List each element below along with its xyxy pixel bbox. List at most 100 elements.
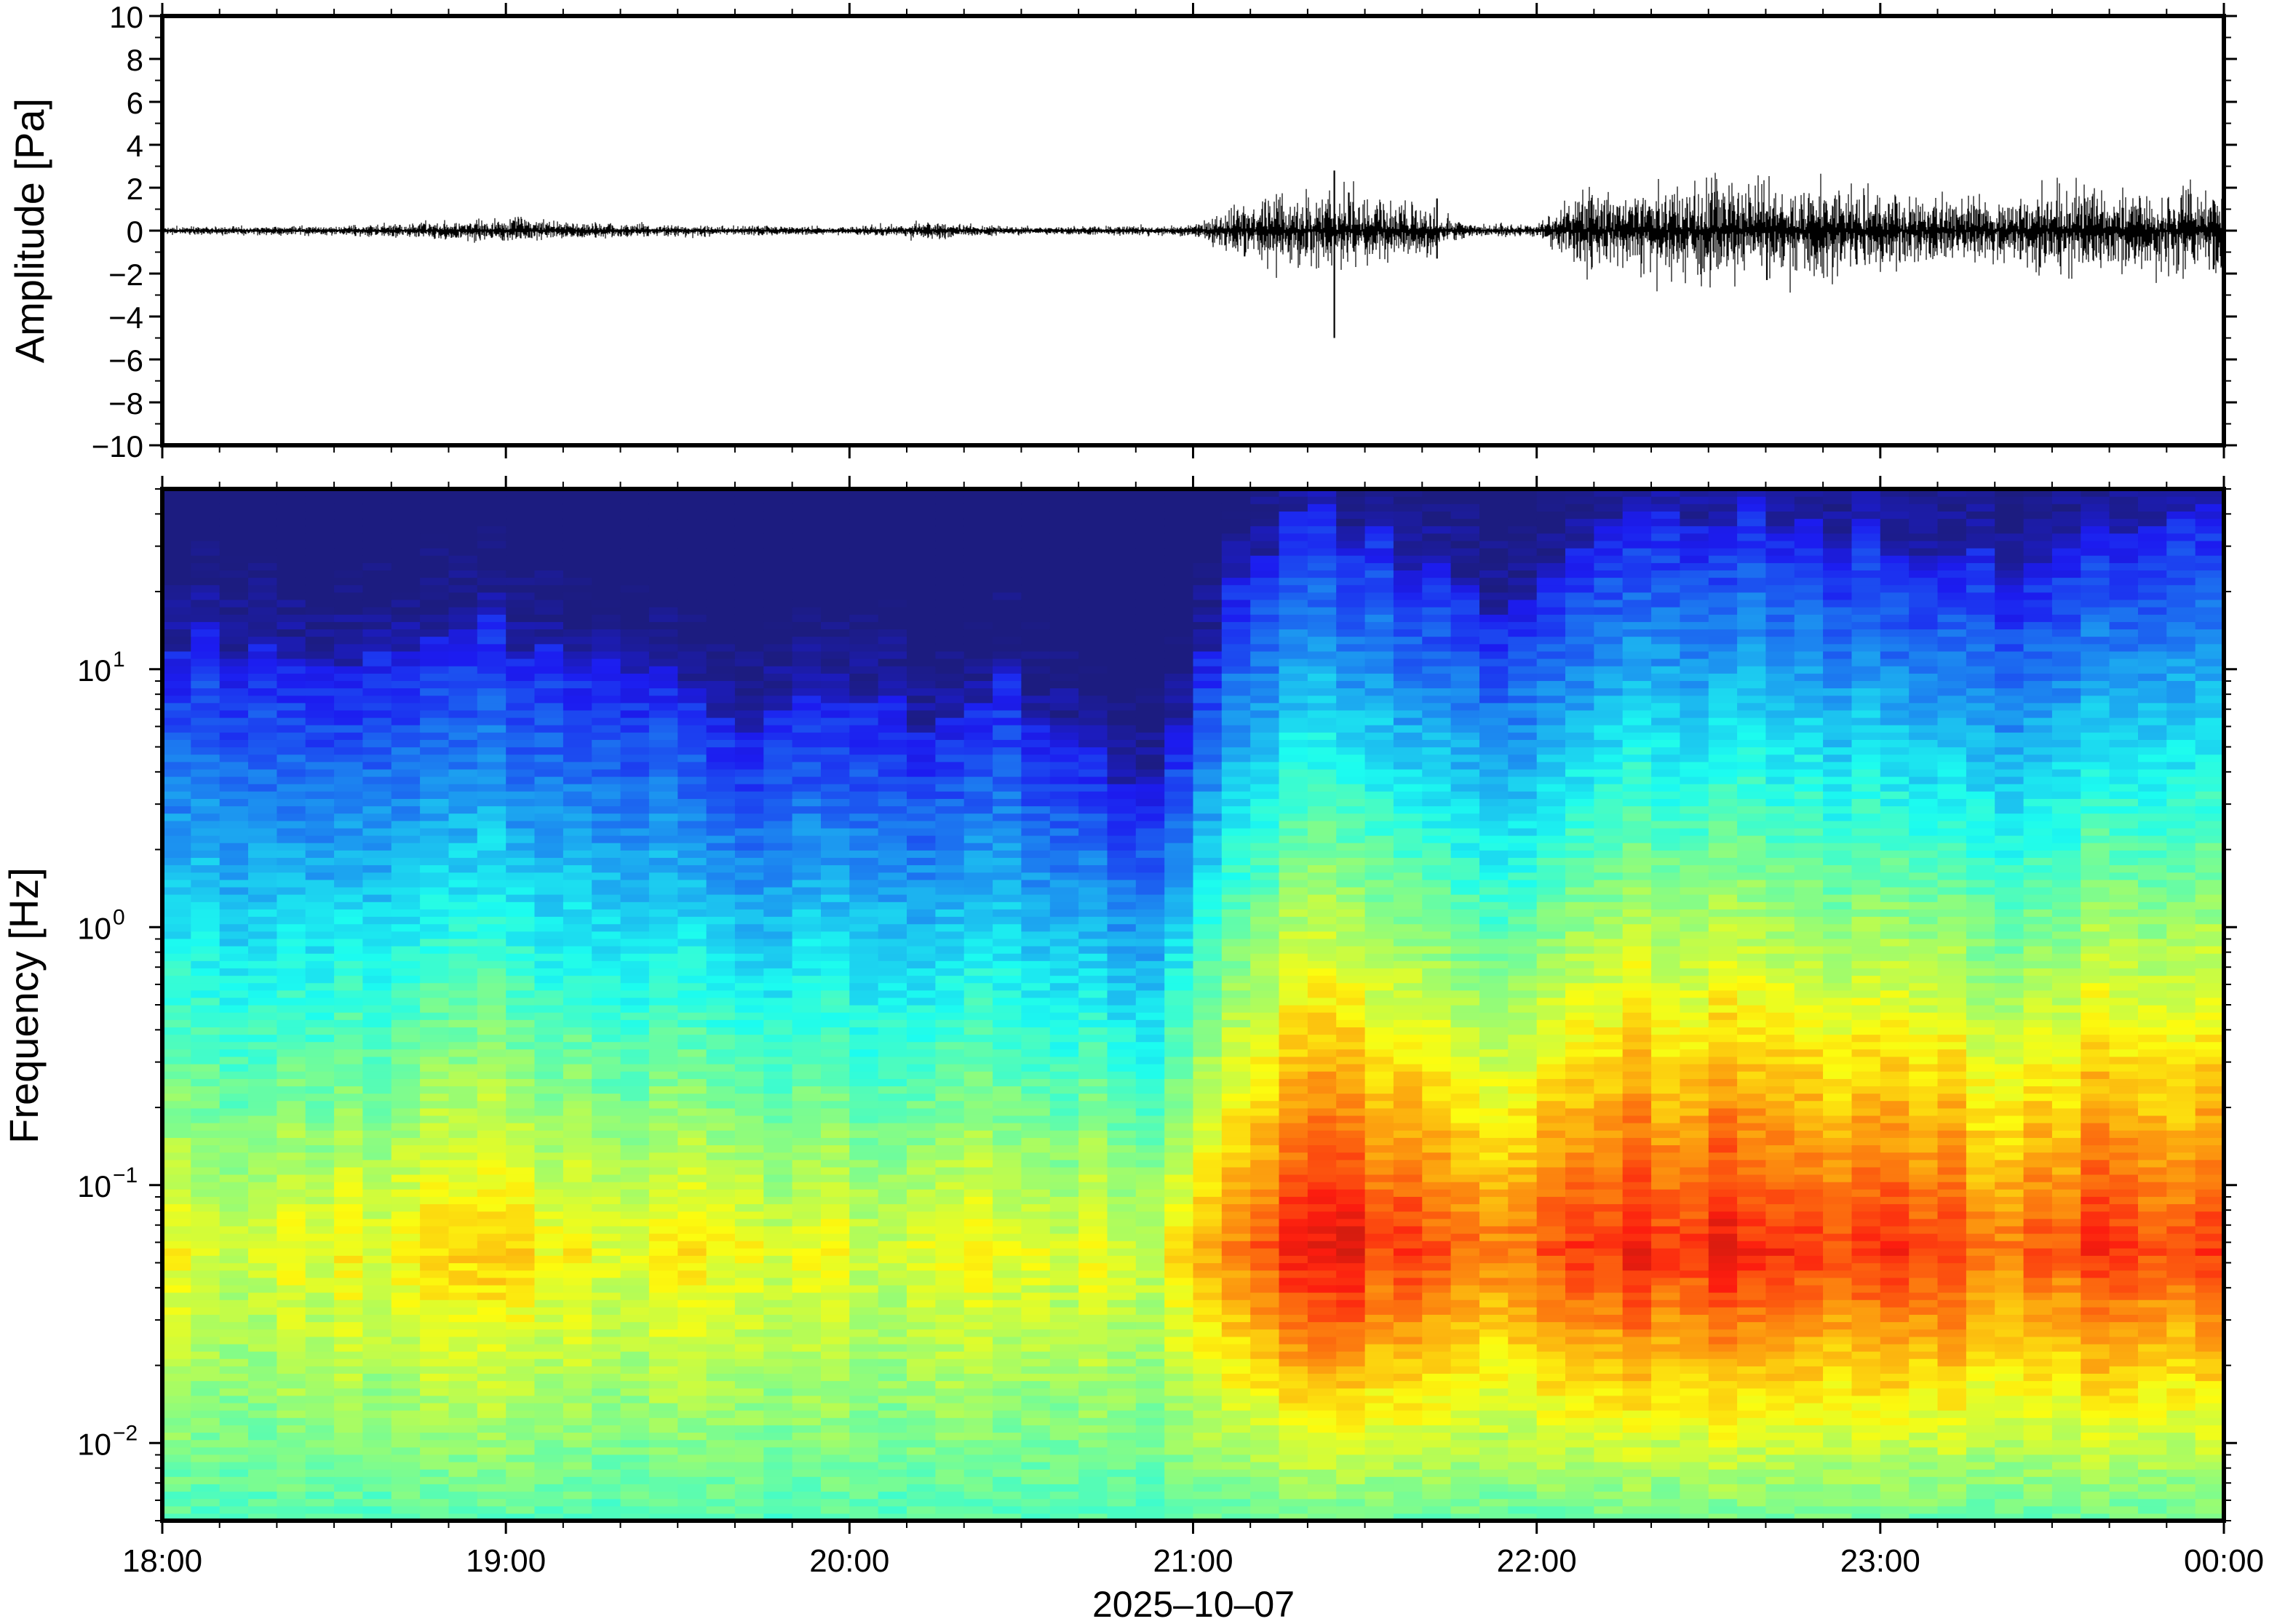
spectrogram-cell	[878, 1476, 907, 1484]
spectrogram-cell	[305, 901, 335, 909]
spectrogram-cell	[191, 1137, 220, 1146]
spectrogram-cell	[677, 695, 707, 704]
spectrogram-cell	[1049, 503, 1079, 512]
spectrogram-cell	[1107, 997, 1137, 1006]
spectrogram-cell	[277, 805, 306, 814]
spectrogram-cell	[534, 813, 564, 821]
spectrogram-cell	[191, 1432, 220, 1441]
spectrogram-cell	[792, 1498, 822, 1507]
spectrogram-cell	[677, 1321, 707, 1330]
spectrogram-cell	[821, 1078, 850, 1087]
spectrogram-cell	[477, 570, 506, 578]
spectrogram-cell	[1021, 1123, 1051, 1131]
spectrogram-cell	[907, 1366, 936, 1374]
spectrogram-cell	[334, 702, 363, 711]
spectrogram-cell	[993, 1336, 1022, 1345]
spectrogram-cell	[334, 1203, 363, 1212]
spectrogram-cell	[391, 1048, 421, 1057]
spectrogram-cell	[878, 717, 907, 725]
spectrogram-cell	[963, 997, 993, 1006]
spectrogram-cell	[162, 1107, 191, 1116]
spectrogram-cell	[477, 592, 506, 600]
spectrogram-cell	[706, 658, 736, 666]
spectrogram-cell	[963, 768, 993, 777]
spectrogram-cell	[1107, 688, 1137, 696]
spectrogram-cell	[506, 1314, 536, 1323]
spectrogram-cell	[391, 1182, 421, 1190]
spectrogram-cell	[792, 901, 822, 909]
spectrogram-cell	[1078, 1005, 1108, 1013]
spectrogram-cell	[563, 784, 592, 792]
spectrogram-cell	[277, 1395, 306, 1404]
spectrogram-cell	[734, 901, 764, 909]
spectrogram-cell	[534, 607, 564, 615]
spectrogram-cell	[162, 886, 191, 895]
spectrogram-cell	[477, 747, 506, 755]
spectrogram-cell	[305, 843, 335, 851]
spectrogram-cell	[878, 680, 907, 689]
spectrogram-cell	[191, 629, 220, 637]
spectrogram-cell	[763, 1093, 793, 1102]
spectrogram-cell	[362, 1462, 392, 1470]
spectrogram-cell	[1135, 1255, 1165, 1264]
spectrogram-cell	[792, 953, 822, 961]
spectrogram-cell	[448, 702, 478, 711]
spectrogram-cell	[534, 761, 564, 770]
spectrogram-cell	[792, 1019, 822, 1028]
spectrogram-cell	[305, 1462, 335, 1470]
spectrogram-cell	[935, 1336, 965, 1345]
spectrogram-cell	[1049, 1491, 1079, 1500]
spectrogram-cell	[792, 1343, 822, 1352]
spectrogram-cell	[219, 1225, 249, 1234]
spectrogram-cell	[391, 1166, 421, 1175]
spectrogram-cell	[563, 732, 592, 740]
spectrogram-cell	[592, 1321, 621, 1330]
spectrogram-cell	[420, 1277, 449, 1286]
spectrogram-cell	[878, 548, 907, 556]
spectrogram-cell	[878, 1218, 907, 1227]
spectrogram-cell	[448, 953, 478, 961]
spectrogram-cell	[506, 1498, 536, 1507]
spectrogram-cell	[219, 1262, 249, 1271]
spectrogram-cell	[993, 1255, 1022, 1264]
spectrogram-cell	[849, 975, 879, 984]
spectrogram-cell	[420, 1166, 449, 1175]
spectrogram-cell	[191, 1255, 220, 1264]
spectrogram-cell	[1107, 894, 1137, 902]
spectrogram-cell	[362, 1329, 392, 1337]
spectrogram-cell	[305, 702, 335, 711]
spectrogram-cell	[248, 489, 277, 497]
spectrogram-cell	[648, 835, 678, 843]
spectrogram-cell	[1078, 813, 1108, 821]
spectrogram-cell	[935, 754, 965, 763]
spectrogram-cell	[534, 1307, 564, 1315]
spectrogram-cell	[391, 798, 421, 807]
spectrogram-cell	[506, 725, 536, 733]
spectrogram-cell	[993, 805, 1022, 814]
spectrogram-cell	[162, 1225, 191, 1234]
spectrogram-cell	[191, 1270, 220, 1278]
spectrogram-cell	[162, 1446, 191, 1455]
spectrogram-cell	[734, 1388, 764, 1396]
spectrogram-cell	[849, 1358, 879, 1366]
spectrogram-cell	[277, 857, 306, 866]
spectrogram-cell	[935, 1152, 965, 1161]
spectrogram-cell	[506, 1027, 536, 1035]
spectrogram-cell	[878, 1284, 907, 1293]
spectrogram-cell	[1049, 562, 1079, 571]
spectrogram-cell	[706, 1189, 736, 1197]
spectrogram-cell	[1021, 1292, 1051, 1300]
spectrogram-cell	[420, 1130, 449, 1138]
spectrogram-cell	[792, 872, 822, 880]
spectrogram-cell	[420, 1145, 449, 1153]
spectrogram-cell	[1078, 1307, 1108, 1315]
spectrogram-cell	[1107, 732, 1137, 740]
spectrogram-cell	[362, 1078, 392, 1087]
spectrogram-cell	[677, 621, 707, 630]
spectrogram-cell	[391, 1395, 421, 1404]
spectrogram-cell	[963, 827, 993, 836]
spectrogram-cell	[334, 916, 363, 925]
spectrogram-cell	[391, 1093, 421, 1102]
spectrogram-cell	[448, 680, 478, 689]
spectrogram-cell	[592, 1417, 621, 1425]
